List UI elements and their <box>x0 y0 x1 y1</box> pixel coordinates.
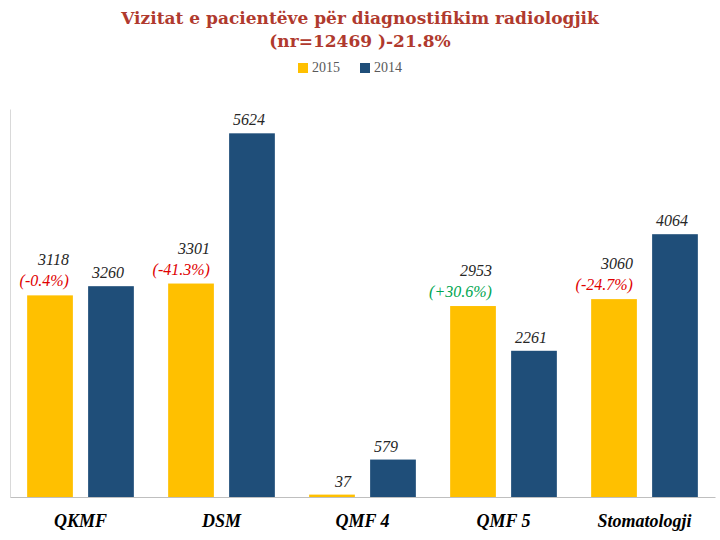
data-label: 4064 <box>656 212 688 229</box>
data-label: 3060 <box>600 255 633 272</box>
data-labels: 3118 3301 37 2953 3060 3260 5624 579 2261 4064 (-0… <box>20 111 689 489</box>
x-tick: Stomatologji <box>597 497 691 531</box>
legend: 2015 2014 <box>298 60 402 75</box>
legend-swatch <box>298 63 308 73</box>
bar <box>652 234 698 497</box>
x-tick-label: QKMF <box>54 511 107 531</box>
bar <box>27 295 73 497</box>
subtitle: (nr=12469 )-21.8% <box>269 31 450 51</box>
x-tick-label: Stomatologji <box>597 511 691 531</box>
y-axis <box>10 110 11 498</box>
x-axis: QKMF DSM QMF 4 QMF 5 Stomatologji <box>11 497 716 531</box>
bar <box>511 351 557 497</box>
data-label: 2261 <box>515 329 547 346</box>
bar <box>88 286 134 497</box>
x-tick: QKMF <box>54 497 107 531</box>
x-tick: QMF 5 <box>476 497 530 531</box>
x-tick: QMF 4 <box>335 497 389 531</box>
bar <box>309 495 355 497</box>
annotation: (-41.3%) <box>153 261 210 279</box>
data-label: 37 <box>334 473 352 490</box>
x-tick-label: QMF 4 <box>335 511 389 531</box>
y-axis-line <box>10 110 11 498</box>
x-tick-label: QMF 5 <box>476 511 530 531</box>
legend-swatch <box>360 63 370 73</box>
data-label: 579 <box>374 438 398 455</box>
annotation: (+30.6%) <box>429 283 492 301</box>
data-label: 3301 <box>177 240 210 257</box>
data-label: 2953 <box>460 262 492 279</box>
legend-label: 2015 <box>312 60 340 75</box>
x-axis-line <box>11 497 716 498</box>
bar <box>450 306 496 497</box>
x-tick-label: DSM <box>201 511 242 531</box>
title: Vizitat e pacientëve për diagnostifikim … <box>120 8 600 28</box>
data-label: 3260 <box>91 264 124 281</box>
bar <box>168 284 214 497</box>
bar <box>370 460 416 497</box>
bar <box>229 133 275 497</box>
bar <box>591 299 637 497</box>
chart: Vizitat e pacientëve për diagnostifikim … <box>0 0 720 540</box>
bars <box>27 133 698 497</box>
annotation: (-24.7%) <box>576 276 633 294</box>
data-label: 5624 <box>233 111 265 128</box>
data-label: 3118 <box>37 251 69 268</box>
legend-label: 2014 <box>374 60 402 75</box>
x-tick: DSM <box>201 497 242 531</box>
annotation: (-0.4%) <box>20 272 69 290</box>
